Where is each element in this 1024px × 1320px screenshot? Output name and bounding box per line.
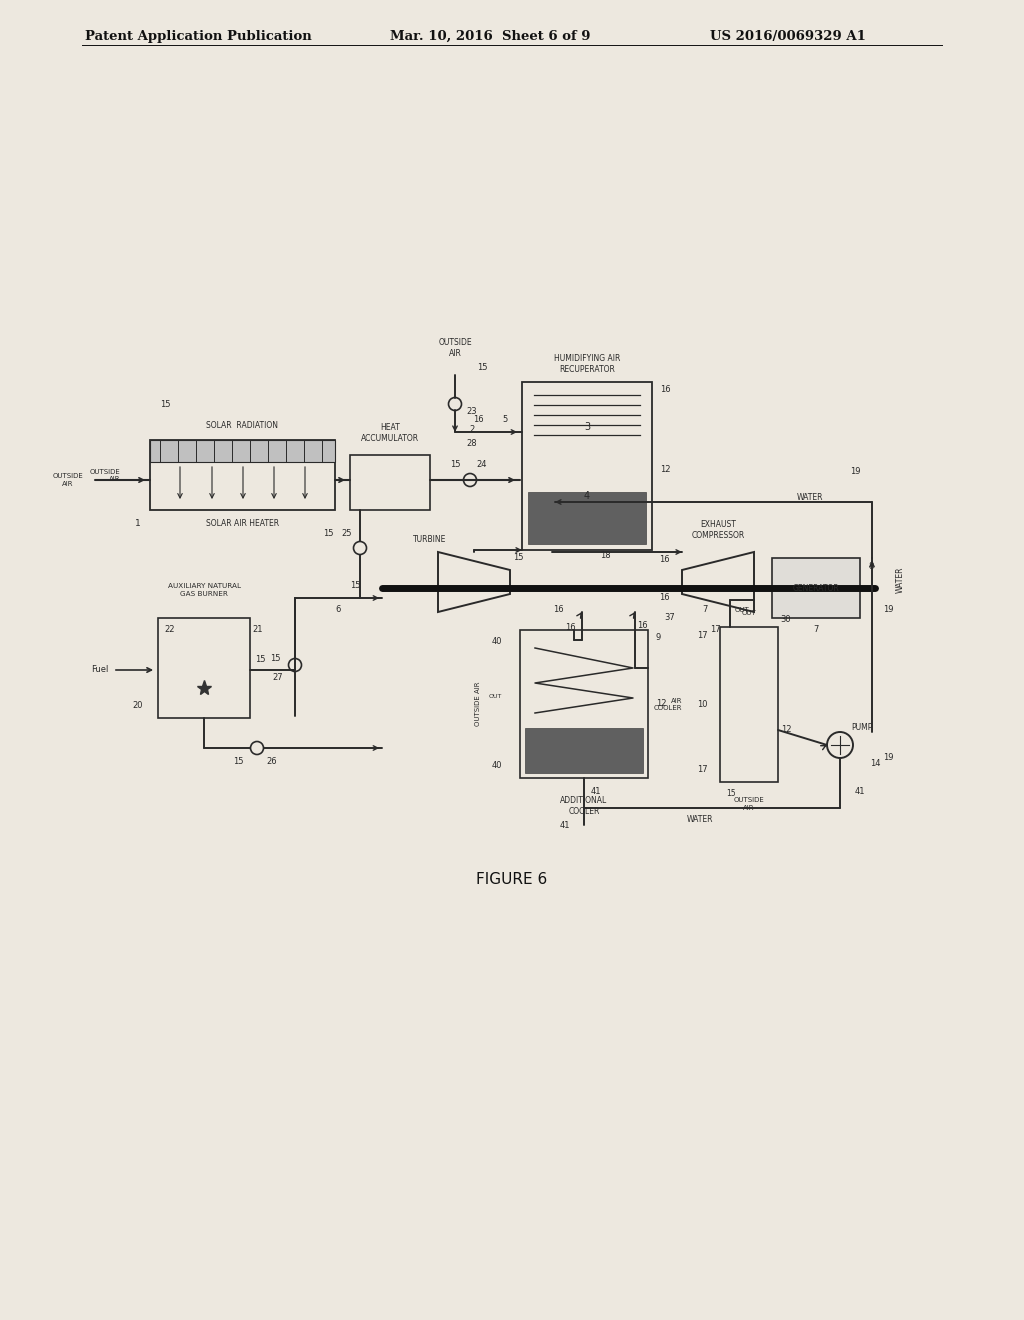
Text: 15: 15 — [255, 656, 265, 664]
Text: 20: 20 — [132, 701, 143, 710]
Text: 15: 15 — [350, 582, 360, 590]
Text: 12: 12 — [656, 700, 667, 709]
Text: 22: 22 — [165, 626, 175, 635]
Bar — [772, 558, 860, 618]
Text: 15: 15 — [726, 789, 735, 799]
Text: OUT: OUT — [741, 610, 757, 616]
Text: 19: 19 — [850, 467, 860, 477]
Text: 19: 19 — [883, 606, 893, 615]
Text: WATER: WATER — [896, 566, 904, 593]
Text: AIR
COOLER: AIR COOLER — [653, 698, 682, 711]
Text: GENERATOR: GENERATOR — [793, 583, 840, 593]
Text: 16: 16 — [473, 416, 483, 425]
Text: FIGURE 6: FIGURE 6 — [476, 873, 548, 887]
Text: 40: 40 — [492, 638, 502, 647]
Text: Mar. 10, 2016  Sheet 6 of 9: Mar. 10, 2016 Sheet 6 of 9 — [390, 30, 591, 44]
Text: OUT: OUT — [734, 607, 750, 612]
Text: 17: 17 — [697, 631, 708, 639]
Text: 16: 16 — [553, 606, 563, 615]
Text: ADDITIONAL
COOLER: ADDITIONAL COOLER — [560, 796, 607, 816]
Text: SOLAR AIR HEATER: SOLAR AIR HEATER — [206, 519, 280, 528]
Text: 8: 8 — [868, 561, 873, 570]
Text: 16: 16 — [660, 385, 671, 395]
Text: 1: 1 — [135, 519, 141, 528]
Text: 19: 19 — [883, 754, 893, 763]
Text: 15: 15 — [323, 529, 333, 539]
Text: 15: 15 — [160, 400, 170, 408]
Text: 41: 41 — [855, 788, 865, 796]
Text: 15: 15 — [450, 461, 460, 470]
Text: 2: 2 — [469, 425, 475, 434]
Text: SOLAR  RADIATION: SOLAR RADIATION — [207, 421, 279, 430]
Text: 7: 7 — [813, 626, 818, 635]
Text: OUT: OUT — [488, 694, 502, 700]
Text: 24: 24 — [477, 461, 487, 470]
Text: 9: 9 — [656, 634, 662, 643]
Text: OUTSIDE
AIR: OUTSIDE AIR — [733, 797, 764, 810]
Text: 17: 17 — [697, 766, 708, 775]
Text: 28: 28 — [467, 438, 477, 447]
Bar — [525, 729, 643, 774]
Text: WATER: WATER — [797, 494, 823, 503]
Text: 14: 14 — [869, 759, 881, 767]
Text: 16: 16 — [637, 620, 647, 630]
Text: 15: 15 — [232, 758, 244, 767]
Text: 12: 12 — [780, 726, 792, 734]
Text: 6: 6 — [335, 606, 341, 615]
Text: 16: 16 — [659, 556, 670, 565]
Text: Patent Application Publication: Patent Application Publication — [85, 30, 311, 44]
Bar — [350, 455, 430, 510]
Text: EXHAUST
COMPRESSOR: EXHAUST COMPRESSOR — [691, 520, 744, 540]
Text: 7: 7 — [702, 606, 708, 615]
Text: 30: 30 — [780, 615, 792, 623]
Text: OUTSIDE
AIR: OUTSIDE AIR — [438, 338, 472, 358]
Text: OUTSIDE
AIR: OUTSIDE AIR — [89, 469, 120, 482]
Text: 37: 37 — [665, 614, 676, 623]
Text: 27: 27 — [272, 673, 284, 682]
Text: OUTSIDE AIR: OUTSIDE AIR — [475, 681, 481, 726]
Text: WATER: WATER — [687, 816, 714, 825]
Bar — [522, 381, 652, 550]
Text: 10: 10 — [697, 700, 708, 709]
Text: 15: 15 — [269, 653, 281, 663]
Bar — [520, 630, 648, 777]
Text: 4: 4 — [584, 491, 590, 502]
Text: 15: 15 — [513, 553, 523, 561]
Text: 41: 41 — [560, 821, 570, 829]
Text: 5: 5 — [503, 416, 508, 425]
Text: HUMIDIFYING AIR
RECUPERATOR: HUMIDIFYING AIR RECUPERATOR — [554, 354, 621, 374]
Text: OUTSIDE
AIR: OUTSIDE AIR — [52, 474, 83, 487]
Text: 16: 16 — [564, 623, 575, 632]
Bar — [150, 440, 335, 510]
Text: 18: 18 — [600, 550, 610, 560]
Text: HEAT
ACCUMULATOR: HEAT ACCUMULATOR — [360, 424, 419, 442]
Text: 12: 12 — [660, 465, 671, 474]
Text: Fuel: Fuel — [91, 665, 108, 675]
Text: 23: 23 — [467, 408, 477, 417]
Bar — [150, 440, 335, 462]
Text: 3: 3 — [584, 422, 590, 433]
Text: PUMP: PUMP — [851, 722, 872, 731]
Text: US 2016/0069329 A1: US 2016/0069329 A1 — [710, 30, 866, 44]
Text: TURBINE: TURBINE — [414, 536, 446, 544]
Bar — [720, 627, 778, 781]
Text: 17: 17 — [710, 626, 720, 635]
Text: 16: 16 — [659, 594, 670, 602]
Text: AUXILIARY NATURAL
GAS BURNER: AUXILIARY NATURAL GAS BURNER — [168, 583, 241, 597]
Text: 25: 25 — [342, 529, 352, 539]
Bar — [158, 618, 250, 718]
Text: 40: 40 — [492, 762, 502, 771]
Text: 15: 15 — [477, 363, 487, 372]
Text: 21: 21 — [253, 626, 263, 635]
Bar — [528, 492, 646, 544]
Text: 41: 41 — [591, 788, 601, 796]
Text: 26: 26 — [266, 758, 278, 767]
